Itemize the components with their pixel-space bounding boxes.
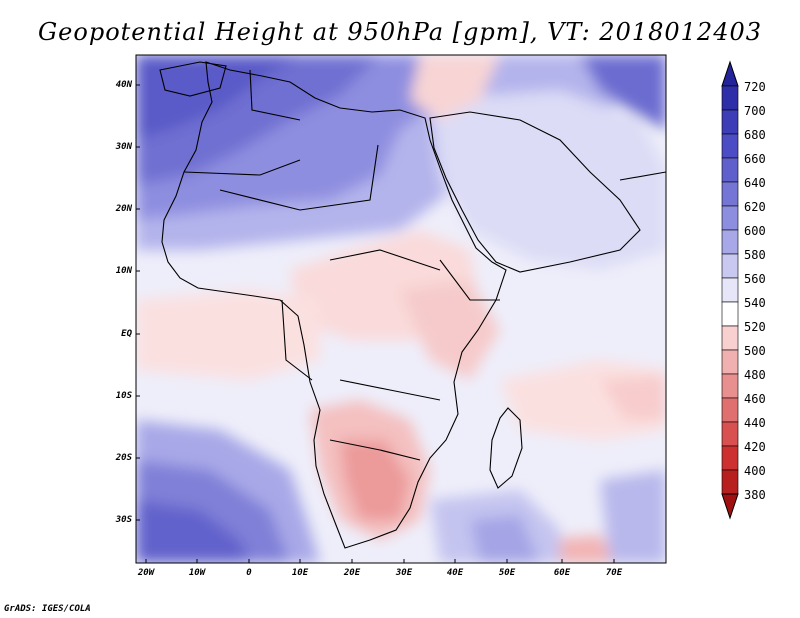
colorbar-label: 460 — [744, 392, 766, 406]
colorbar-swatch — [721, 421, 739, 447]
colorbar-swatch — [721, 133, 739, 159]
footer-credit: GrADS: IGES/COLA — [4, 604, 91, 614]
colorbar-swatch — [721, 181, 739, 207]
coastlines — [159, 61, 667, 549]
colorbar-label: 700 — [744, 104, 766, 118]
lon-label: 20E — [343, 568, 361, 578]
colorbar-label: 720 — [744, 80, 766, 94]
lon-label: 70E — [605, 568, 623, 578]
colorbar-label: 660 — [744, 152, 766, 166]
colorbar-swatch — [721, 445, 739, 471]
lat-label: 10S — [115, 391, 132, 401]
colorbar-label: 480 — [744, 368, 766, 382]
colorbar-label: 540 — [744, 296, 766, 310]
colorbar-label: 580 — [744, 248, 766, 262]
lon-label: 10W — [188, 568, 206, 578]
colorbar-swatch — [721, 373, 739, 399]
colorbar-swatch — [721, 85, 739, 111]
lon-label: 30E — [395, 568, 413, 578]
lat-label: 20N — [115, 204, 132, 214]
colorbar-label: 680 — [744, 128, 766, 142]
colorbar — [721, 60, 739, 520]
lon-label: 40E — [446, 568, 464, 578]
colorbar-swatch — [721, 325, 739, 351]
colorbar-swatch — [721, 157, 739, 183]
colorbar-swatch — [721, 229, 739, 255]
colorbar-label: 620 — [744, 200, 766, 214]
colorbar-top-arrow — [721, 60, 739, 87]
colorbar-swatch — [721, 205, 739, 231]
colorbar-label: 600 — [744, 224, 766, 238]
colorbar-swatch — [721, 109, 739, 135]
colorbar-swatch — [721, 397, 739, 423]
madagascar-coastline — [489, 407, 523, 489]
india-coastline — [619, 171, 667, 181]
height-field — [136, 55, 666, 563]
lon-label: 20W — [137, 568, 155, 578]
arabia-coastline — [429, 111, 641, 273]
lat-label: 40N — [115, 80, 132, 90]
lon-label: 0 — [246, 568, 252, 578]
axis-ticks — [136, 84, 615, 563]
colorbar-swatch — [721, 277, 739, 303]
lon-label: 60E — [553, 568, 571, 578]
colorbar-bottom-arrow — [721, 493, 739, 520]
colorbar-label: 500 — [744, 344, 766, 358]
colorbar-swatch — [721, 253, 739, 279]
lat-label: EQ — [121, 329, 132, 339]
colorbar-label: 640 — [744, 176, 766, 190]
lat-label: 30S — [115, 515, 132, 525]
lat-label: 30N — [115, 142, 132, 152]
colorbar-label: 420 — [744, 440, 766, 454]
map-title: Geopotential Height at 950hPa [gpm], VT:… — [38, 18, 762, 46]
colorbar-label: 400 — [744, 464, 766, 478]
lat-label: 20S — [115, 453, 132, 463]
lon-label: 10E — [291, 568, 309, 578]
colorbar-label: 520 — [744, 320, 766, 334]
colorbar-swatch — [721, 469, 739, 495]
colorbar-label: 440 — [744, 416, 766, 430]
colorbar-swatch — [721, 349, 739, 375]
plot-frame — [135, 54, 667, 564]
africa-coastline — [161, 61, 507, 549]
colorbar-label: 560 — [744, 272, 766, 286]
iberia-coastline — [159, 61, 227, 97]
colorbar-label: 380 — [744, 488, 766, 502]
colorbar-swatch — [721, 301, 739, 327]
lon-label: 50E — [498, 568, 516, 578]
lat-label: 10N — [115, 266, 132, 276]
